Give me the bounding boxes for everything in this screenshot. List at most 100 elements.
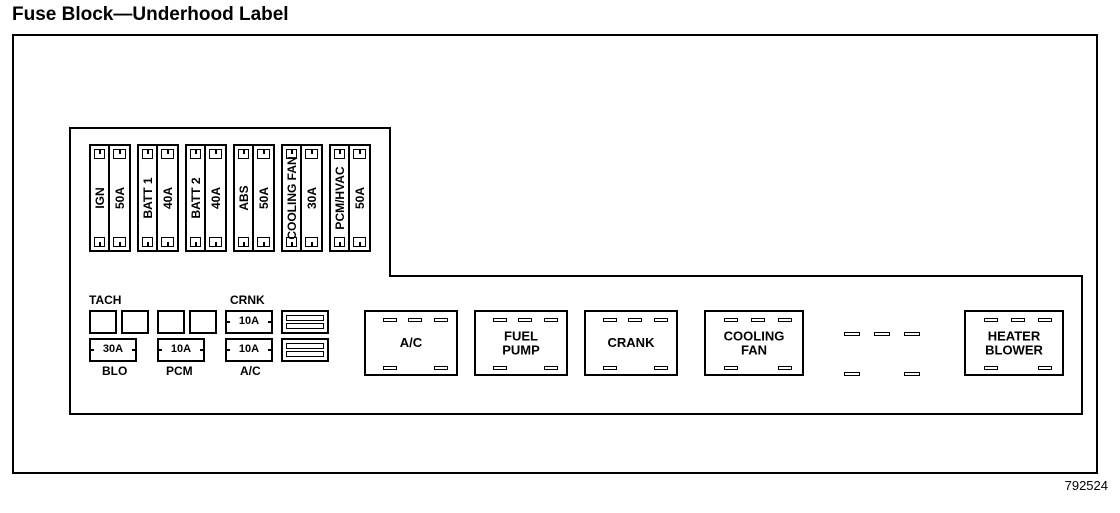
fuse-terminal-icon xyxy=(190,149,201,159)
mini-fuse: 10A xyxy=(225,310,273,334)
relay-pin-icon xyxy=(603,318,617,322)
mini-fuse: 10A xyxy=(225,338,273,362)
relay-pin-icon xyxy=(751,318,765,322)
fuse-terminal-icon xyxy=(334,237,345,247)
relay-pin-icon xyxy=(544,366,558,370)
relay-pin-icon xyxy=(434,366,448,370)
relay-pin-icon xyxy=(493,318,507,322)
relay-pin-icon xyxy=(984,366,998,370)
maxi-fuse: COOLING FAN30A xyxy=(281,144,323,252)
mini-fuse xyxy=(189,310,217,334)
maxi-fuse-name: COOLING FAN xyxy=(283,146,302,250)
fuse-terminal-icon xyxy=(142,149,153,159)
maxi-fuse: IGN50A xyxy=(89,144,131,252)
maxi-fuse-amps: 50A xyxy=(110,146,129,250)
relay-pin-icon xyxy=(603,366,617,370)
relay: FUELPUMP xyxy=(474,310,568,376)
fuse-terminal-icon xyxy=(305,149,318,159)
relay-pin-icon xyxy=(724,366,738,370)
mini-fuse xyxy=(281,338,329,362)
maxi-fuse-amps: 40A xyxy=(206,146,225,250)
relay-pin-icon xyxy=(628,318,642,322)
page: Fuse Block—Underhood Label IGN50ABATT 14… xyxy=(0,0,1120,513)
fuse-terminal-icon xyxy=(190,237,201,247)
relay-pin-icon xyxy=(778,366,792,370)
relay: CRANK xyxy=(584,310,678,376)
relay: COOLINGFAN xyxy=(704,310,804,376)
maxi-fuse: BATT 240A xyxy=(185,144,227,252)
mini-fuse-amps: 10A xyxy=(159,343,203,355)
label-blo: BLO xyxy=(102,364,127,378)
mini-fuse xyxy=(157,310,185,334)
label-ac: A/C xyxy=(240,364,261,378)
maxi-fuse-name: BATT 1 xyxy=(139,146,158,250)
maxi-fuse: BATT 140A xyxy=(137,144,179,252)
maxi-fuse: PCM/HVAC50A xyxy=(329,144,371,252)
mini-fuse-amps: 10A xyxy=(227,315,271,327)
mini-fuse: 30A xyxy=(89,338,137,362)
maxi-fuse-name: IGN xyxy=(91,146,110,250)
relay: A/C xyxy=(364,310,458,376)
outer-frame: IGN50ABATT 140ABATT 240AABS50ACOOLING FA… xyxy=(12,34,1098,474)
maxi-fuse-name: ABS xyxy=(235,146,254,250)
maxi-fuse-amps: 40A xyxy=(158,146,177,250)
maxi-fuse-amps: 30A xyxy=(302,146,321,250)
fuse-terminal-icon xyxy=(257,149,270,159)
relay-pin-icon xyxy=(408,318,422,322)
label-tach: TACH xyxy=(89,293,121,307)
relay-pin-icon xyxy=(654,366,668,370)
fuse-terminal-icon xyxy=(161,237,174,247)
relay-pin-icon xyxy=(434,318,448,322)
mini-fuse-amps: 10A xyxy=(227,343,271,355)
relay-pin-icon xyxy=(493,366,507,370)
relay-pin-icon xyxy=(383,366,397,370)
fuse-terminal-icon xyxy=(113,149,126,159)
relay-label: CRANK xyxy=(586,336,676,350)
relay-label: A/C xyxy=(366,336,456,350)
relay: HEATERBLOWER xyxy=(964,310,1064,376)
fuse-slot-icon xyxy=(286,351,324,357)
fuse-terminal-icon xyxy=(94,237,105,247)
fuse-slot-icon xyxy=(286,323,324,329)
maxi-fuse-name: PCM/HVAC xyxy=(331,146,350,250)
relay-pin-icon xyxy=(1038,366,1052,370)
diagram-title: Fuse Block—Underhood Label xyxy=(12,4,289,26)
fuse-terminal-icon xyxy=(353,149,366,159)
fuse-terminal-icon xyxy=(334,149,345,159)
relay-pin-icon xyxy=(844,332,860,336)
relay-pin-icon xyxy=(844,372,860,376)
fuse-terminal-icon xyxy=(142,237,153,247)
relay-pin-icon xyxy=(778,318,792,322)
fuse-terminal-icon xyxy=(161,149,174,159)
mini-fuse xyxy=(121,310,149,334)
fuse-terminal-icon xyxy=(353,237,366,247)
relay-pin-icon xyxy=(904,332,920,336)
fuse-slot-icon xyxy=(286,343,324,349)
fuse-slot-icon xyxy=(286,315,324,321)
mini-fuse xyxy=(281,310,329,334)
fuse-terminal-icon xyxy=(238,149,249,159)
fuse-terminal-icon xyxy=(257,237,270,247)
relay-pin-icon xyxy=(1038,318,1052,322)
maxi-fuse: ABS50A xyxy=(233,144,275,252)
label-pcm: PCM xyxy=(166,364,193,378)
fuse-terminal-icon xyxy=(238,237,249,247)
fuse-terminal-icon xyxy=(94,149,105,159)
fuse-terminal-icon xyxy=(305,237,318,247)
fuse-terminal-icon xyxy=(113,237,126,247)
relay-pin-icon xyxy=(904,372,920,376)
relay-pin-icon xyxy=(874,332,890,336)
relay-label: COOLINGFAN xyxy=(706,329,802,356)
page-number: 792524 xyxy=(1065,478,1108,493)
relay-pin-icon xyxy=(518,318,532,322)
fuse-terminal-icon xyxy=(286,237,297,247)
fuse-terminal-icon xyxy=(209,149,222,159)
fuse-block-outline xyxy=(14,36,1100,476)
maxi-fuse-amps: 50A xyxy=(350,146,369,250)
maxi-fuse-amps: 50A xyxy=(254,146,273,250)
relay-label: FUELPUMP xyxy=(476,329,566,356)
relay-pin-icon xyxy=(654,318,668,322)
relay-label: HEATERBLOWER xyxy=(966,329,1062,356)
relay-pin-icon xyxy=(544,318,558,322)
relay-pin-icon xyxy=(724,318,738,322)
